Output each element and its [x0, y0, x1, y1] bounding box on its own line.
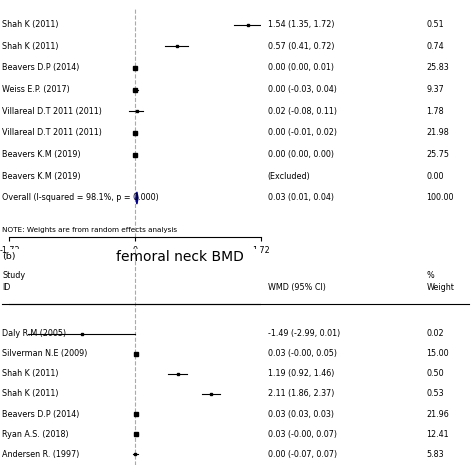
Text: 0.74: 0.74 [427, 42, 444, 51]
Text: Beavers D.P (2014): Beavers D.P (2014) [2, 410, 80, 419]
Text: Beavers D.P (2014): Beavers D.P (2014) [2, 64, 80, 73]
Text: 0.00: 0.00 [427, 172, 444, 181]
Text: 0.57 (0.41, 0.72): 0.57 (0.41, 0.72) [268, 42, 334, 51]
Text: 0.51: 0.51 [427, 20, 444, 29]
Text: ID: ID [2, 283, 11, 292]
Text: 0.00 (-0.01, 0.02): 0.00 (-0.01, 0.02) [268, 128, 337, 137]
Text: -1.49 (-2.99, 0.01): -1.49 (-2.99, 0.01) [268, 329, 340, 338]
Text: 25.83: 25.83 [427, 64, 449, 73]
Text: WMD (95% CI): WMD (95% CI) [268, 283, 326, 292]
Text: 5.83: 5.83 [427, 450, 444, 459]
Text: Andersen R. (1997): Andersen R. (1997) [2, 450, 80, 459]
Text: 25.75: 25.75 [427, 150, 450, 159]
Text: femoral neck BMD: femoral neck BMD [116, 250, 244, 264]
Text: 9.37: 9.37 [427, 85, 444, 94]
Text: 1.19 (0.92, 1.46): 1.19 (0.92, 1.46) [268, 369, 334, 378]
Text: 1.54 (1.35, 1.72): 1.54 (1.35, 1.72) [268, 20, 334, 29]
Text: 21.98: 21.98 [427, 128, 449, 137]
Text: 0.03 (-0.00, 0.05): 0.03 (-0.00, 0.05) [268, 349, 337, 358]
Text: Silverman N.E (2009): Silverman N.E (2009) [2, 349, 88, 358]
Text: Villareal D.T 2011 (2011): Villareal D.T 2011 (2011) [2, 128, 102, 137]
Text: 0.03 (0.01, 0.04): 0.03 (0.01, 0.04) [268, 193, 334, 202]
Text: Shah K (2011): Shah K (2011) [2, 390, 59, 399]
Polygon shape [136, 192, 138, 204]
Text: NOTE: Weights are from random effects analysis: NOTE: Weights are from random effects an… [2, 228, 177, 234]
Text: Study: Study [2, 271, 26, 280]
Text: 100.00: 100.00 [427, 193, 454, 202]
Text: 21.96: 21.96 [427, 410, 449, 419]
Text: (b): (b) [2, 253, 16, 262]
Text: Ryan A.S. (2018): Ryan A.S. (2018) [2, 430, 69, 439]
Text: Shah K (2011): Shah K (2011) [2, 42, 59, 51]
Text: 12.41: 12.41 [427, 430, 449, 439]
Text: Weight: Weight [427, 283, 455, 292]
Text: Shah K (2011): Shah K (2011) [2, 20, 59, 29]
Text: 0.00 (0.00, 0.01): 0.00 (0.00, 0.01) [268, 64, 334, 73]
Text: Beavers K.M (2019): Beavers K.M (2019) [2, 172, 81, 181]
Text: 0.00 (-0.03, 0.04): 0.00 (-0.03, 0.04) [268, 85, 337, 94]
Text: 0.50: 0.50 [427, 369, 444, 378]
Text: 0.02 (-0.08, 0.11): 0.02 (-0.08, 0.11) [268, 107, 337, 116]
Text: 0.00 (-0.07, 0.07): 0.00 (-0.07, 0.07) [268, 450, 337, 459]
Text: 0.02: 0.02 [427, 329, 444, 338]
Text: Beavers K.M (2019): Beavers K.M (2019) [2, 150, 81, 159]
Text: %: % [427, 271, 434, 280]
Text: Overall (I-squared = 98.1%, p = 0.000): Overall (I-squared = 98.1%, p = 0.000) [2, 193, 159, 202]
Text: Weiss E.P. (2017): Weiss E.P. (2017) [2, 85, 70, 94]
Text: 0.03 (-0.00, 0.07): 0.03 (-0.00, 0.07) [268, 430, 337, 439]
Text: 0.00 (0.00, 0.00): 0.00 (0.00, 0.00) [268, 150, 334, 159]
Text: (Excluded): (Excluded) [268, 172, 310, 181]
Text: 1.78: 1.78 [427, 107, 444, 116]
Text: Villareal D.T 2011 (2011): Villareal D.T 2011 (2011) [2, 107, 102, 116]
Text: 2.11 (1.86, 2.37): 2.11 (1.86, 2.37) [268, 390, 334, 399]
Text: 0.03 (0.03, 0.03): 0.03 (0.03, 0.03) [268, 410, 334, 419]
Text: Shah K (2011): Shah K (2011) [2, 369, 59, 378]
Text: Daly R.M (2005): Daly R.M (2005) [2, 329, 66, 338]
Text: 0.53: 0.53 [427, 390, 444, 399]
Text: 15.00: 15.00 [427, 349, 449, 358]
